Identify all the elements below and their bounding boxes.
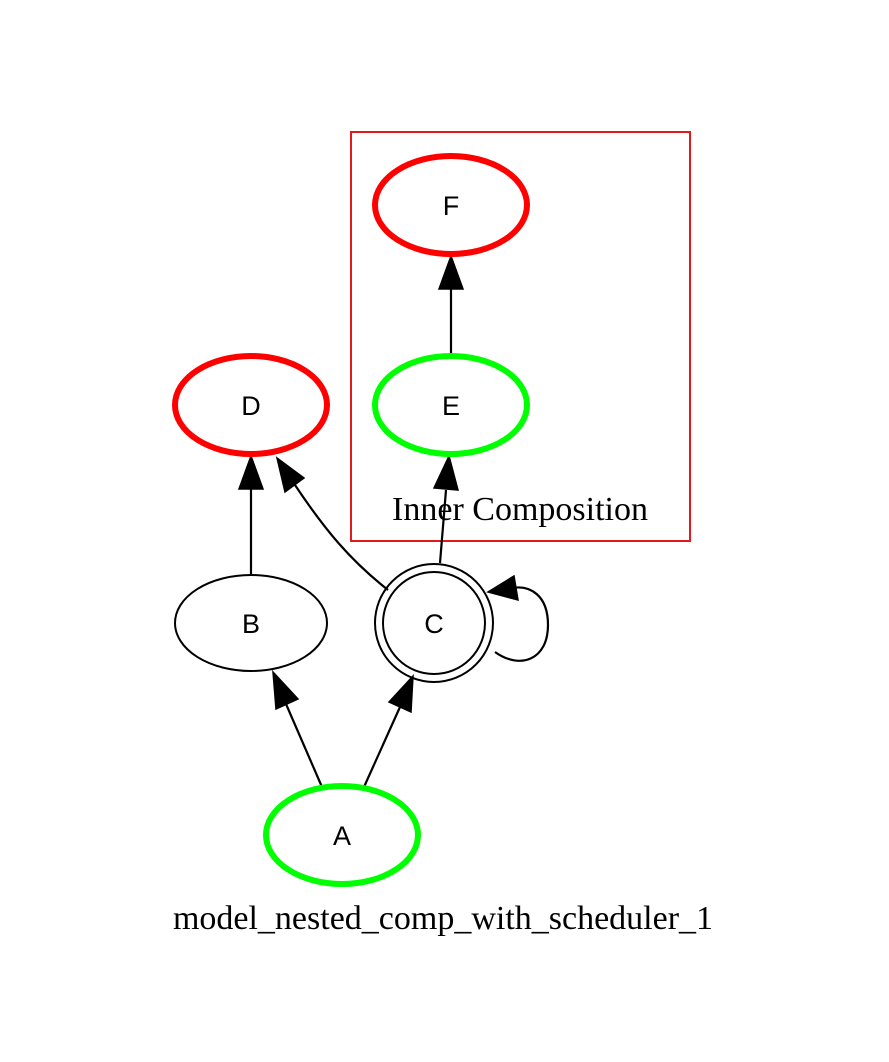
node-f-shape xyxy=(372,153,530,257)
node-e-label: E xyxy=(442,391,460,421)
node-c-inner-ring xyxy=(382,571,486,675)
edge-c-d xyxy=(294,484,389,591)
edge-c-e-arrowhead xyxy=(432,453,459,491)
node-f[interactable]: F xyxy=(372,153,530,257)
node-b-shape xyxy=(174,574,328,672)
node-f-label: F xyxy=(443,191,460,221)
edge-c-c-arrowhead xyxy=(486,574,519,602)
edge-a-c-arrowhead xyxy=(387,673,414,714)
edge-b-d-arrowhead xyxy=(237,453,265,490)
node-d-label: D xyxy=(241,391,261,421)
node-c-label: C xyxy=(424,609,444,639)
node-d-shape xyxy=(172,353,330,457)
node-b[interactable]: B xyxy=(174,574,328,672)
edge-c-c-loop xyxy=(494,586,550,662)
edge-a-c xyxy=(362,706,402,788)
edge-c-e xyxy=(438,489,448,564)
node-d[interactable]: D xyxy=(172,353,330,457)
node-a[interactable]: A xyxy=(263,783,421,887)
edge-e-f-arrowhead xyxy=(437,253,465,290)
node-b-label: B xyxy=(242,609,260,639)
node-a-shape xyxy=(263,783,421,887)
graph-title: model_nested_comp_with_scheduler_1 xyxy=(173,900,713,937)
edges xyxy=(237,253,550,788)
node-c[interactable]: C xyxy=(374,563,494,683)
node-a-label: A xyxy=(333,821,351,851)
node-c-outer-ring xyxy=(374,563,494,683)
edge-a-b xyxy=(284,703,324,788)
node-e-shape xyxy=(372,353,530,457)
edge-c-d-arrowhead xyxy=(275,456,306,494)
edge-a-b-arrowhead xyxy=(272,669,300,711)
node-e[interactable]: E xyxy=(372,353,530,457)
cluster-label: Inner Composition xyxy=(392,491,648,528)
cluster-inner-composition-border xyxy=(350,131,691,542)
